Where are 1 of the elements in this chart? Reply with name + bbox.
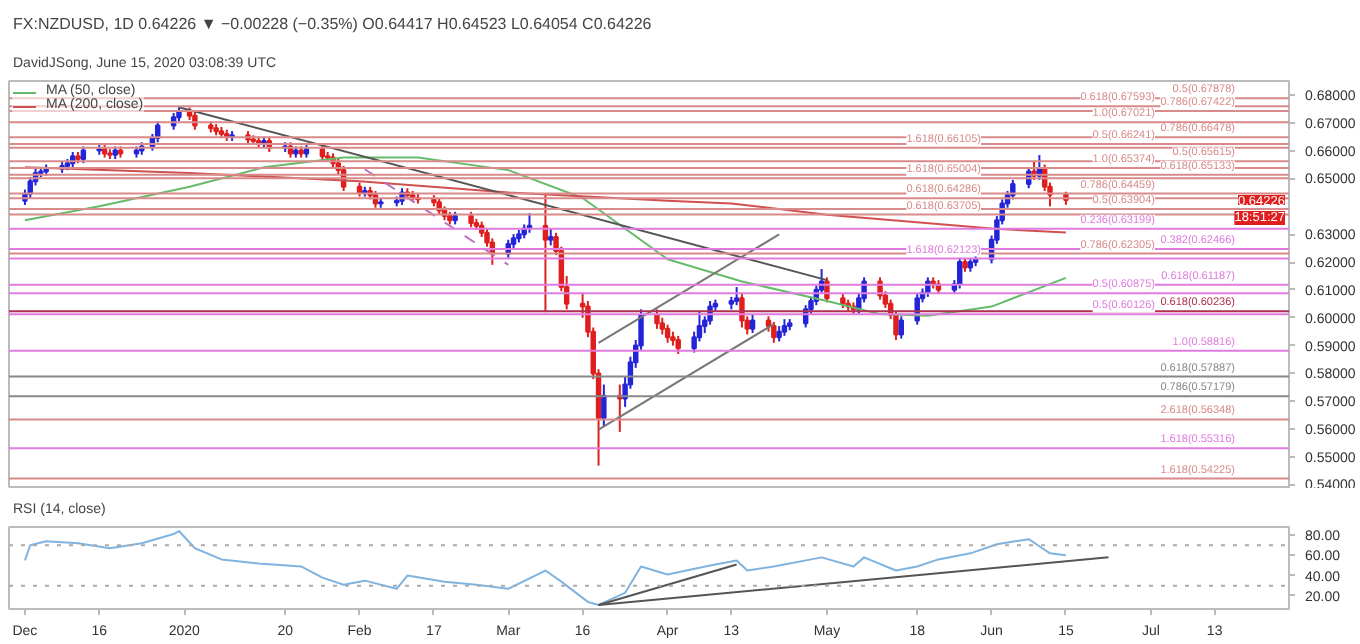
chart-title: FX:NZDUSD, 1D 0.64226 ▼ −0.00228 (−0.35%) O0.64417 H0.64523 L0.64054 C0.64226	[13, 15, 653, 33]
